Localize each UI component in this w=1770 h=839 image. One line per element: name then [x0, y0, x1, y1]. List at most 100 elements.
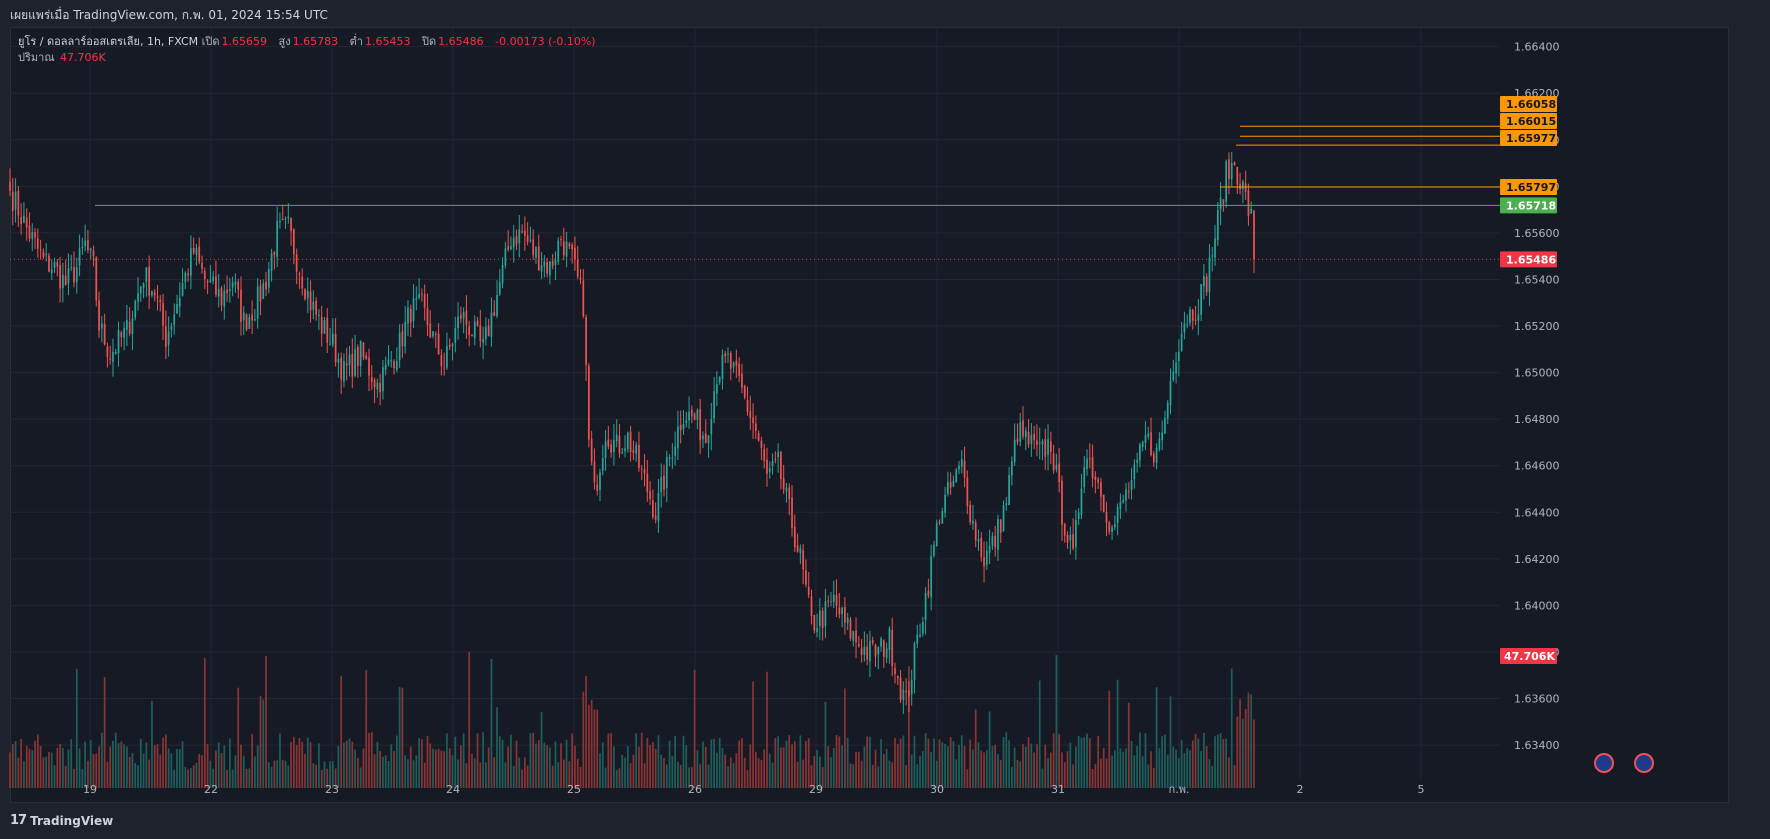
candle-body [535, 247, 537, 258]
candle-body [223, 290, 226, 307]
volume-bar [1038, 680, 1041, 788]
volume-bar [384, 755, 387, 788]
volume-bar [852, 764, 855, 788]
candle-body [382, 367, 384, 392]
last-price-tag: 1.65486 [1506, 253, 1556, 266]
volume-bar [395, 735, 398, 788]
volume-bar [752, 681, 754, 788]
candle-body [1055, 464, 1058, 470]
volume-bar [318, 743, 320, 788]
candle-body [1066, 534, 1069, 543]
volume-bar [1047, 758, 1049, 788]
volume-bar [1194, 733, 1197, 788]
legend-low-value: 1.65453 [364, 35, 411, 48]
candle-body [209, 280, 212, 283]
volume-bar [738, 740, 741, 788]
candle-body [554, 260, 557, 265]
candle-body [1200, 284, 1202, 315]
candle-body [746, 400, 749, 412]
candle-body [635, 444, 638, 454]
candle-body [947, 482, 949, 495]
volume-bar [549, 747, 551, 788]
volume-bar [1247, 692, 1250, 788]
candle-body [170, 325, 173, 330]
volume-bar [1225, 738, 1228, 788]
candle-body [908, 690, 910, 697]
eu-flag-icon[interactable] [1634, 753, 1654, 773]
volume-bar [23, 761, 25, 788]
candle-body [1166, 402, 1169, 419]
candle-body [941, 511, 944, 524]
volume-bar [974, 709, 977, 788]
candle-body [362, 342, 365, 358]
candle-body [1036, 440, 1038, 445]
price-tick-label: 1.64200 [1514, 553, 1560, 566]
candle-body [1005, 503, 1008, 506]
volume-bar [535, 743, 537, 788]
volume-bar [802, 759, 805, 788]
tradingview-brand[interactable]: 17 TradingView [10, 813, 113, 828]
candle-body [507, 246, 510, 250]
volume-bar [415, 755, 418, 788]
candle-body [621, 452, 624, 454]
candle-body [1253, 210, 1255, 260]
volume-bar [226, 769, 228, 788]
candle-body [1011, 461, 1013, 476]
candle-body [935, 522, 938, 547]
volume-bar [201, 755, 203, 788]
candle-body [153, 292, 156, 296]
candle-body [142, 283, 145, 288]
candle-body [39, 249, 42, 251]
volume-bar [1244, 709, 1247, 788]
candle-body [348, 354, 351, 366]
volume-bar [760, 759, 763, 788]
volume-tag-bg [1500, 648, 1557, 664]
volume-bar [1189, 750, 1191, 788]
candle-body [588, 366, 590, 440]
volume-bar [546, 745, 548, 788]
candle-body [824, 601, 827, 627]
candle-body [830, 601, 832, 603]
legend-close-value: 1.65486 [438, 35, 484, 48]
candle-body [601, 458, 604, 471]
candle-body [1063, 524, 1066, 536]
candle-body [796, 545, 799, 552]
candle-body [780, 451, 782, 480]
volume-bar [454, 736, 457, 788]
volume-bar [465, 763, 468, 788]
candle-body [190, 248, 192, 276]
candle-body [974, 522, 977, 541]
volume-bar [59, 743, 61, 788]
candle-body [167, 331, 170, 345]
level-tag: 1.66058 [1506, 98, 1556, 111]
price-tick-label: 1.63400 [1514, 739, 1560, 752]
candle-body [713, 391, 715, 419]
candle-body [457, 316, 459, 329]
australia-flag-icon[interactable] [1594, 753, 1614, 773]
candle-body [885, 648, 888, 659]
candle-body [354, 348, 356, 376]
candle-body [571, 244, 574, 250]
candle-body [1205, 276, 1208, 293]
volume-bar [240, 744, 242, 788]
candle-body [1236, 166, 1239, 185]
volume-bar [501, 739, 504, 788]
candle-body [23, 215, 25, 223]
volume-bar [626, 746, 629, 788]
candle-body [36, 238, 39, 249]
volume-bar [654, 748, 657, 788]
price-tick-label: 1.64400 [1514, 506, 1560, 519]
volume-bar [671, 755, 674, 788]
candle-body [306, 290, 309, 299]
volume-bar [624, 757, 626, 788]
legend-change-value: -0.00173 (-0.10%) [495, 35, 596, 48]
candle-body [582, 280, 585, 316]
candle-body [112, 352, 114, 362]
volume-bar [588, 704, 590, 788]
volume-bar [440, 750, 443, 788]
volume-bar [562, 759, 565, 788]
volume-bar [287, 765, 290, 788]
volume-bar [351, 741, 354, 788]
candle-body [178, 297, 181, 307]
